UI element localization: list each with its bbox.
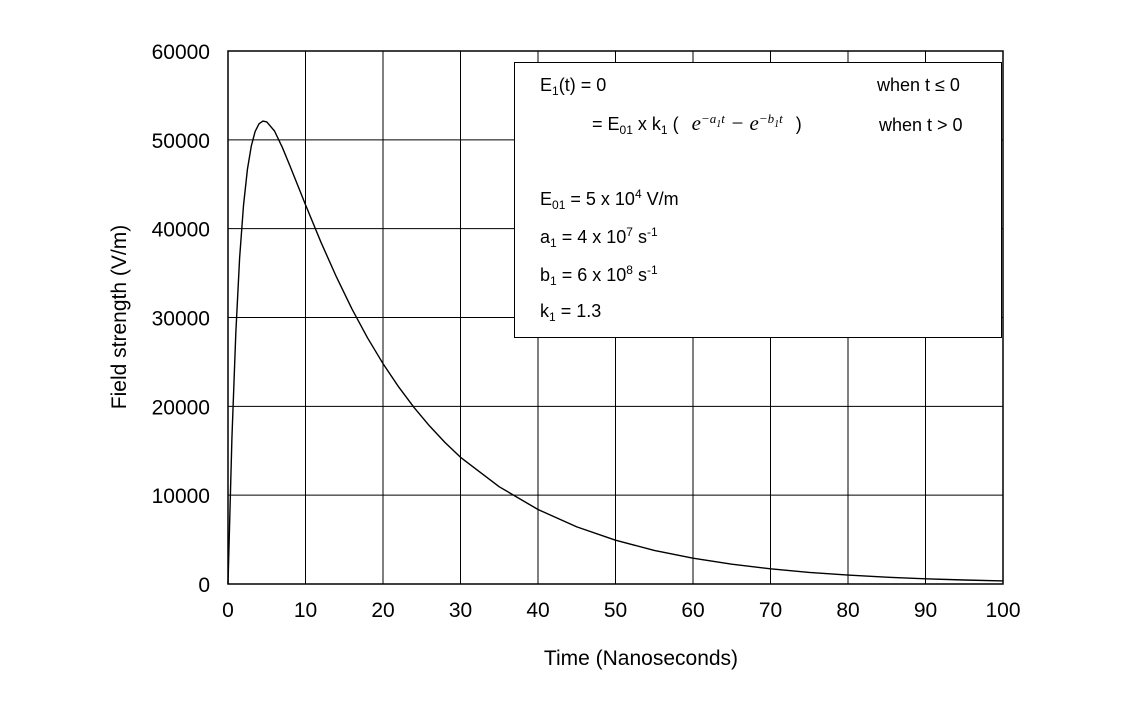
x-tick-label: 10: [294, 599, 317, 622]
b1-sub: 1: [550, 274, 557, 288]
exponential-expression: e−a1t − e−b1t: [691, 111, 783, 135]
y-tick-label: 0: [198, 574, 210, 597]
e1-symbol: E: [540, 75, 553, 95]
x-tick-label: 90: [914, 599, 937, 622]
e01-label: E: [540, 189, 553, 209]
y-tick-label: 20000: [152, 396, 210, 419]
e01-prefix-sub: 01: [619, 123, 633, 137]
condition-text-le: when t ≤ 0: [877, 75, 960, 95]
k1-value: = 1.3: [555, 301, 602, 321]
y-tick-label: 50000: [152, 130, 210, 153]
a1-sub: 1: [550, 236, 557, 250]
a1-unit: s: [632, 227, 647, 247]
a1-exp: 7: [626, 225, 633, 239]
k1-mid: x k: [632, 114, 661, 134]
x-tick-label: 80: [836, 599, 859, 622]
series-line-group: [227, 120, 1004, 585]
b1-value: = 6 x 10: [556, 265, 627, 285]
e01-sub: 01: [552, 198, 566, 212]
plot-area-border: [227, 50, 1004, 585]
param-b1: b1 = 6 x 108 s-1: [540, 263, 658, 288]
x-tick-label: 20: [371, 599, 394, 622]
b1-exp: 8: [626, 263, 633, 277]
x-tick-label: 60: [681, 599, 704, 622]
plot-frame: [227, 50, 1004, 585]
b1-unit: s: [632, 265, 647, 285]
equation-line-exp: = E01 x k1 ( e−a1t − e−b1t ): [592, 111, 802, 137]
e01-unit: V/m: [641, 189, 679, 209]
e1-subscript: 1: [552, 84, 559, 98]
k1-mid-sub: 1: [660, 123, 668, 137]
series-line: [227, 120, 1004, 585]
condition-t-gt-zero: when t > 0: [879, 115, 963, 136]
condition-t-le-zero: when t ≤ 0: [877, 75, 960, 96]
y-tick-label: 60000: [152, 41, 210, 64]
x-tick-label: 0: [222, 599, 234, 622]
equation-annotation-box: E1(t) = 0 when t ≤ 0 = E01 x k1 ( e−a1t …: [514, 62, 1002, 338]
e01-value: = 5 x 10: [565, 189, 635, 209]
equation-line-zero: E1(t) = 0: [540, 75, 606, 98]
k1-sub: 1: [549, 310, 556, 324]
x-tick-label: 70: [759, 599, 782, 622]
a1-label: a: [540, 227, 551, 247]
y-tick-labels: 0 10000 20000 30000 40000 50000 60000: [152, 41, 210, 597]
x-axis-title: Time (Nanoseconds): [544, 647, 738, 670]
e01-exp: 4: [634, 187, 642, 201]
x-tick-label: 40: [526, 599, 549, 622]
y-axis-title: Field strength (V/m): [108, 225, 131, 409]
y-tick-label: 10000: [152, 485, 210, 508]
x-tick-label: 30: [449, 599, 472, 622]
b1-label: b: [540, 265, 551, 285]
a1-unit-exp: -1: [646, 225, 658, 239]
a1-value: = 4 x 10: [556, 227, 627, 247]
x-tick-label: 100: [985, 599, 1020, 622]
e1-rest: (t) = 0: [558, 75, 607, 95]
x-tick-label: 50: [604, 599, 627, 622]
y-tick-label: 40000: [152, 219, 210, 242]
condition-text-gt: when t > 0: [879, 115, 963, 135]
y-tick-label: 30000: [152, 308, 210, 331]
e01-prefix: = E: [592, 114, 620, 134]
k1-label: k: [540, 301, 549, 321]
param-e01: E01 = 5 x 104 V/m: [540, 187, 679, 212]
x-tick-labels: 0 10 20 30 40 50 60 70 80 90 100: [222, 599, 1020, 622]
b1-unit-exp: -1: [646, 263, 658, 277]
close-paren: ): [795, 114, 802, 134]
open-paren: (: [667, 114, 679, 134]
param-k1: k1 = 1.3: [540, 301, 601, 324]
param-a1: a1 = 4 x 107 s-1: [540, 225, 658, 250]
